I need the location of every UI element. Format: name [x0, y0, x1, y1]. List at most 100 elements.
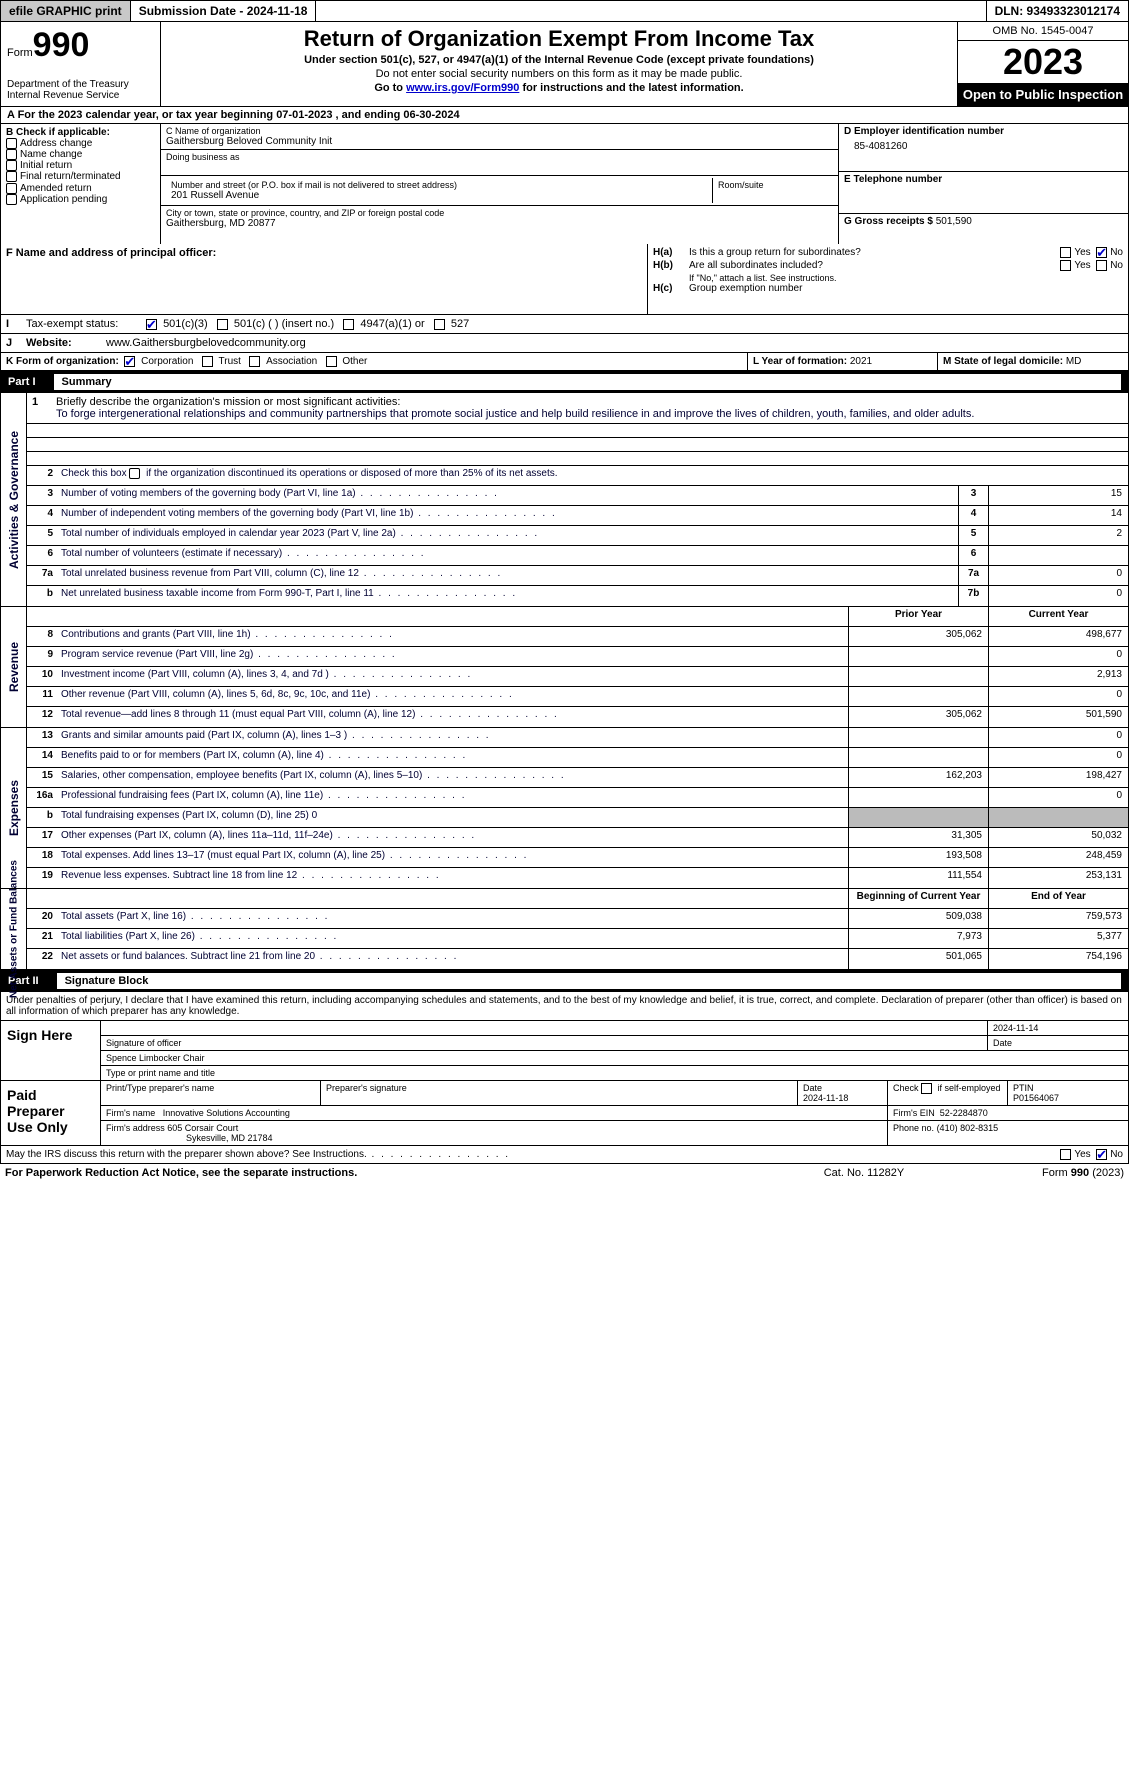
- box-b: B Check if applicable: Address change Na…: [1, 124, 161, 244]
- omb-number: OMB No. 1545-0047: [958, 22, 1128, 41]
- line-16a: 16aProfessional fundraising fees (Part I…: [27, 788, 1128, 808]
- chk-501c3[interactable]: [146, 319, 157, 330]
- side-ag: Activities & Governance: [1, 393, 27, 606]
- side-rev: Revenue: [1, 607, 27, 727]
- form-header: Form990 Department of the Treasury Inter…: [0, 22, 1129, 107]
- prep-date: 2024-11-18: [803, 1093, 848, 1103]
- box-d: D Employer identification number 85-4081…: [839, 124, 1128, 172]
- side-na: Net Assets or Fund Balances: [1, 889, 27, 969]
- chk-initial-return[interactable]: Initial return: [6, 160, 155, 171]
- sign-here-block: Sign Here 2024-11-14 Signature of office…: [0, 1020, 1129, 1081]
- box-h: H(a)Is this a group return for subordina…: [648, 244, 1128, 314]
- line-8: 8Contributions and grants (Part VIII, li…: [27, 627, 1128, 647]
- box-k: K Form of organization: Corporation Trus…: [1, 353, 748, 370]
- ptin: P01564067: [1013, 1093, 1059, 1103]
- box-deg: D Employer identification number 85-4081…: [838, 124, 1128, 244]
- line-22: 22Net assets or fund balances. Subtract …: [27, 949, 1128, 969]
- line-3: 3Number of voting members of the governi…: [27, 486, 1128, 506]
- chk-self-employed[interactable]: [921, 1083, 932, 1094]
- box-b-title: B Check if applicable:: [6, 127, 155, 138]
- chk-amended-return[interactable]: Amended return: [6, 183, 155, 194]
- street-address: 201 Russell Avenue: [171, 190, 707, 201]
- ein: 85-4081260: [844, 137, 1123, 152]
- row-klm: K Form of organization: Corporation Trus…: [0, 353, 1129, 371]
- line-5: 5Total number of individuals employed in…: [27, 526, 1128, 546]
- chk-4947[interactable]: [343, 319, 354, 330]
- line-b: bNet unrelated business taxable income f…: [27, 586, 1128, 606]
- rev-header-row: Prior Year Current Year: [27, 607, 1128, 627]
- mission-text: To forge intergenerational relationships…: [32, 408, 1123, 420]
- org-name: Gaithersburg Beloved Community Init: [166, 136, 833, 147]
- firm-phone: (410) 802-8315: [937, 1123, 999, 1133]
- chk-ha-yes[interactable]: [1060, 247, 1071, 258]
- chk-hb-no[interactable]: [1096, 260, 1107, 271]
- open-to-public: Open to Public Inspection: [958, 83, 1128, 106]
- chk-name-change[interactable]: Name change: [6, 149, 155, 160]
- subtitle-3: Go to www.irs.gov/Form990 for instructio…: [169, 82, 949, 94]
- line-b: bTotal fundraising expenses (Part IX, co…: [27, 808, 1128, 828]
- line-11: 11Other revenue (Part VIII, column (A), …: [27, 687, 1128, 707]
- city-cell: City or town, state or province, country…: [161, 206, 838, 232]
- header-mid: Return of Organization Exempt From Incom…: [161, 22, 958, 106]
- chk-501c[interactable]: [217, 319, 228, 330]
- firm-addr2: Sykesville, MD 21784: [106, 1133, 273, 1143]
- box-g: G Gross receipts $ 501,590: [839, 214, 1128, 244]
- footer: For Paperwork Reduction Act Notice, see …: [0, 1164, 1129, 1182]
- header-right: OMB No. 1545-0047 2023 Open to Public In…: [958, 22, 1128, 106]
- revenue-section: Revenue Prior Year Current Year 8Contrib…: [0, 607, 1129, 728]
- activities-governance: Activities & Governance 1Briefly describ…: [0, 393, 1129, 607]
- line-20: 20Total assets (Part X, line 16)509,0387…: [27, 909, 1128, 929]
- header-left: Form990 Department of the Treasury Inter…: [1, 22, 161, 106]
- org-name-cell: C Name of organization Gaithersburg Belo…: [161, 124, 838, 150]
- line-15: 15Salaries, other compensation, employee…: [27, 768, 1128, 788]
- chk-corp[interactable]: [124, 356, 135, 367]
- chk-address-change[interactable]: Address change: [6, 138, 155, 149]
- entity-grid: B Check if applicable: Address change Na…: [0, 124, 1129, 244]
- row-i: I Tax-exempt status: 501(c)(3) 501(c) ( …: [0, 315, 1129, 334]
- subtitle-1: Under section 501(c), 527, or 4947(a)(1)…: [169, 54, 949, 66]
- line-14: 14Benefits paid to or for members (Part …: [27, 748, 1128, 768]
- box-l: L Year of formation: 2021: [748, 353, 938, 370]
- tax-year: 2023: [958, 41, 1128, 83]
- box-c: C Name of organization Gaithersburg Belo…: [161, 124, 838, 244]
- net-assets-section: Net Assets or Fund Balances Beginning of…: [0, 889, 1129, 970]
- topbar: efile GRAPHIC print Submission Date - 20…: [0, 0, 1129, 22]
- line-17: 17Other expenses (Part IX, column (A), l…: [27, 828, 1128, 848]
- line-19: 19Revenue less expenses. Subtract line 1…: [27, 868, 1128, 888]
- paid-preparer-block: Paid Preparer Use Only Print/Type prepar…: [0, 1081, 1129, 1146]
- subtitle-2: Do not enter social security numbers on …: [169, 68, 949, 80]
- box-m: M State of legal domicile: MD: [938, 353, 1128, 370]
- line-1: 1Briefly describe the organization's mis…: [27, 393, 1128, 424]
- line-4: 4Number of independent voting members of…: [27, 506, 1128, 526]
- chk-ha-no[interactable]: [1096, 247, 1107, 258]
- dln: DLN: 93493323012174: [987, 1, 1128, 21]
- chk-other[interactable]: [326, 356, 337, 367]
- box-e: E Telephone number: [839, 172, 1128, 214]
- line-10: 10Investment income (Part VIII, column (…: [27, 667, 1128, 687]
- address-cell: Number and street (or P.O. box if mail i…: [161, 176, 838, 206]
- line-13: 13Grants and similar amounts paid (Part …: [27, 728, 1128, 748]
- sign-here-label: Sign Here: [1, 1021, 101, 1080]
- chk-hb-yes[interactable]: [1060, 260, 1071, 271]
- chk-final-return[interactable]: Final return/terminated: [6, 171, 155, 182]
- efile-print-button[interactable]: efile GRAPHIC print: [1, 1, 131, 21]
- dba-cell: Doing business as: [161, 150, 838, 176]
- signature-intro: Under penalties of perjury, I declare th…: [0, 992, 1129, 1020]
- irs-label: Internal Revenue Service: [7, 90, 154, 101]
- form-word: Form: [7, 47, 33, 59]
- chk-trust[interactable]: [202, 356, 213, 367]
- chk-527[interactable]: [434, 319, 445, 330]
- chk-assoc[interactable]: [249, 356, 260, 367]
- chk-discuss-yes[interactable]: [1060, 1149, 1071, 1160]
- topbar-spacer: [316, 1, 986, 21]
- dept-treasury: Department of the Treasury: [7, 79, 154, 90]
- sig-date: 2024-11-14: [988, 1021, 1128, 1035]
- irs-link[interactable]: www.irs.gov/Form990: [406, 82, 519, 94]
- line-12: 12Total revenue—add lines 8 through 11 (…: [27, 707, 1128, 727]
- section-fh: F Name and address of principal officer:…: [0, 244, 1129, 315]
- chk-discuss-no[interactable]: [1096, 1149, 1107, 1160]
- chk-line2[interactable]: [129, 468, 140, 479]
- submission-date: Submission Date - 2024-11-18: [131, 1, 317, 21]
- chk-application-pending[interactable]: Application pending: [6, 194, 155, 205]
- gross-receipts: 501,590: [936, 216, 972, 227]
